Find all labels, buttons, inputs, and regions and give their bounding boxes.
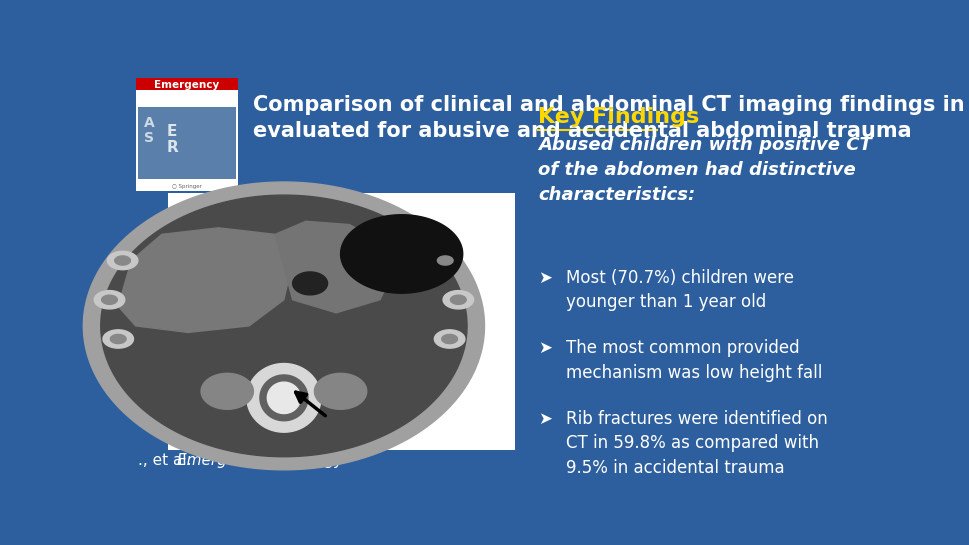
Polygon shape bbox=[83, 182, 485, 470]
FancyBboxPatch shape bbox=[136, 78, 237, 90]
Polygon shape bbox=[94, 290, 125, 309]
Polygon shape bbox=[293, 272, 328, 295]
Polygon shape bbox=[275, 221, 393, 313]
Polygon shape bbox=[108, 251, 138, 270]
Text: ○ Springer: ○ Springer bbox=[172, 184, 202, 189]
Polygon shape bbox=[118, 228, 293, 332]
Text: The most common provided
mechanism was low height fall: The most common provided mechanism was l… bbox=[567, 340, 823, 382]
Polygon shape bbox=[260, 375, 308, 421]
Text: Most (70.7%) children were
younger than 1 year old: Most (70.7%) children were younger than … bbox=[567, 269, 795, 311]
Text: Abused children with positive CT
of the abdomen had distinctive
characteristics:: Abused children with positive CT of the … bbox=[538, 136, 872, 204]
Text: Rib fractures were identified on
CT in 59.8% as compared with
9.5% in accidental: Rib fractures were identified on CT in 5… bbox=[567, 410, 828, 476]
Polygon shape bbox=[114, 256, 131, 265]
Polygon shape bbox=[101, 195, 467, 457]
Polygon shape bbox=[437, 256, 453, 265]
Text: ., et al.: ., et al. bbox=[138, 453, 196, 468]
Polygon shape bbox=[434, 330, 465, 348]
Polygon shape bbox=[267, 382, 300, 414]
Polygon shape bbox=[247, 364, 321, 432]
Polygon shape bbox=[430, 251, 460, 270]
Text: ➤: ➤ bbox=[538, 269, 551, 287]
Polygon shape bbox=[451, 295, 466, 304]
FancyBboxPatch shape bbox=[136, 78, 237, 191]
Text: Emergency Radiology: Emergency Radiology bbox=[176, 453, 343, 468]
Text: ➤: ➤ bbox=[538, 410, 551, 428]
FancyBboxPatch shape bbox=[138, 107, 236, 179]
Text: ➤: ➤ bbox=[538, 340, 551, 358]
Polygon shape bbox=[202, 373, 254, 409]
Polygon shape bbox=[315, 373, 366, 409]
Polygon shape bbox=[103, 330, 134, 348]
Polygon shape bbox=[443, 290, 474, 309]
Text: Comparison of clinical and abdominal CT imaging findings in children
evaluated f: Comparison of clinical and abdominal CT … bbox=[253, 95, 969, 141]
Polygon shape bbox=[110, 335, 126, 343]
Text: Key Findings: Key Findings bbox=[538, 107, 700, 128]
Text: Emergency
Radiology: Emergency Radiology bbox=[154, 80, 219, 102]
FancyBboxPatch shape bbox=[168, 193, 515, 450]
Polygon shape bbox=[341, 215, 463, 293]
Text: A
S: A S bbox=[143, 116, 154, 145]
Polygon shape bbox=[102, 295, 117, 304]
Polygon shape bbox=[442, 335, 457, 343]
Text: E
R: E R bbox=[167, 124, 178, 155]
